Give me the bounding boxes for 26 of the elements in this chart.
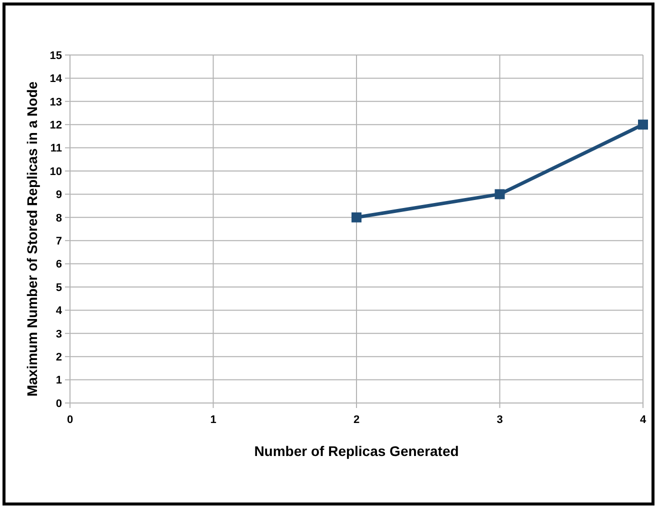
y-tick-label: 2 [56, 351, 62, 364]
x-tick-label: 0 [66, 414, 74, 426]
y-tick-label: 5 [56, 282, 62, 294]
point [638, 120, 648, 130]
y-tick-label: 14 [50, 73, 63, 86]
y-tick-label: 10 [50, 166, 62, 178]
x-tick-label: 2 [353, 414, 360, 426]
y-tick-label: 6 [56, 258, 62, 271]
x-tick-label: 4 [640, 414, 647, 426]
point [352, 212, 362, 222]
y-tick-label: 9 [56, 189, 62, 202]
x-axis-title: Number of Replicas Generated [254, 443, 459, 459]
y-tick-label: 0 [56, 398, 62, 410]
y-tick-label: 3 [56, 328, 62, 340]
y-tick-label: 15 [50, 50, 62, 62]
y-tick-label: 1 [56, 374, 62, 387]
y-tick-label: 13 [50, 96, 62, 108]
point [494, 189, 505, 200]
x-tick-label: 3 [496, 414, 503, 426]
y-tick-label: 12 [50, 119, 62, 132]
x-tick-label: 1 [210, 414, 216, 426]
y-tick-label: 8 [56, 212, 62, 224]
y-tick-label: 11 [50, 142, 62, 155]
y-tick-label: 7 [56, 235, 62, 248]
y-axis-title: Maximum Number of Stored Replicas in a Node [24, 81, 40, 397]
y-tick-label: 4 [56, 305, 63, 318]
